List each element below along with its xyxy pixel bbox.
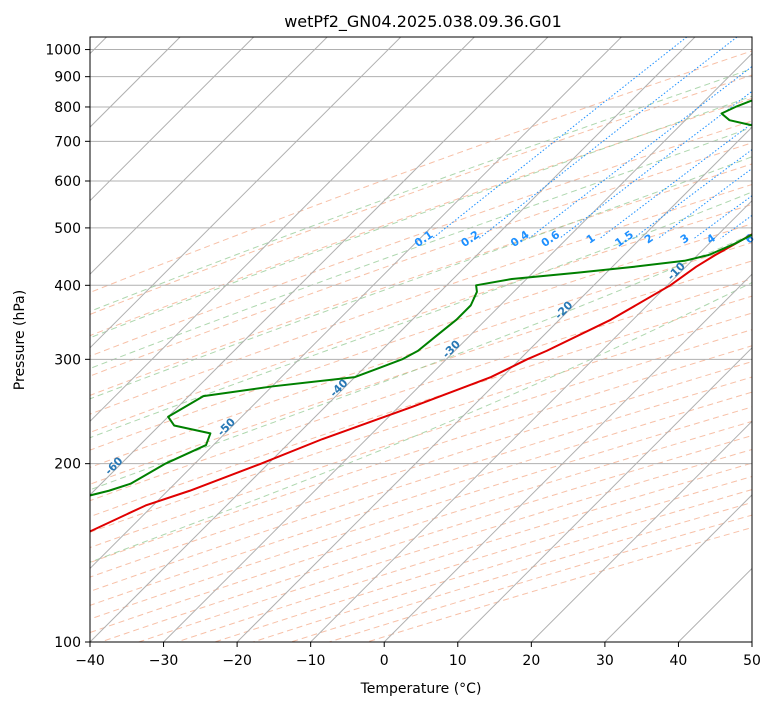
- isotherm: [90, 37, 402, 349]
- y-tick-label: 700: [54, 134, 81, 150]
- mixing-ratio-line: [559, 90, 752, 239]
- y-tick-label: 600: [54, 174, 81, 190]
- temperature-profile: [90, 233, 752, 533]
- y-tick-label: 100: [54, 635, 81, 651]
- x-axis-label: Temperature (°C): [360, 681, 482, 697]
- dry-adiabat: [90, 74, 752, 315]
- moist-adiabat: [90, 282, 752, 563]
- moist-adiabat: [90, 233, 752, 491]
- dry-adiabat: [90, 163, 752, 396]
- y-tick-label: 800: [54, 100, 81, 116]
- y-tick-label: 900: [54, 70, 81, 86]
- dry-adiabat: [90, 50, 752, 294]
- dry-adiabat: [90, 183, 752, 415]
- profile-lines: [90, 99, 752, 533]
- moist-adiabat: [90, 156, 752, 400]
- mixing-ratio-line: [759, 37, 775, 238]
- y-tick-label: 200: [54, 457, 81, 473]
- dry-adiabat: [90, 312, 752, 533]
- plot-frame: [89, 36, 753, 643]
- isotherm: [90, 37, 549, 496]
- dry-adiabat: [90, 278, 752, 502]
- isotherm: [310, 199, 752, 642]
- x-tick-label: −10: [296, 653, 326, 669]
- y-axis-label: Pressure (hPa): [12, 290, 28, 390]
- x-tick-label: 40: [670, 653, 688, 669]
- dewpoint-profile: [90, 99, 752, 497]
- y-tick-label: 400: [54, 278, 81, 294]
- y-tick-label: 1000: [45, 43, 81, 59]
- x-tick-label: 30: [596, 653, 614, 669]
- mixing-ratio-line: [528, 65, 752, 239]
- x-tick-label: 20: [522, 653, 540, 669]
- moist-adiabat: [90, 95, 752, 339]
- dry-adiabat: [90, 361, 752, 578]
- isotherm: [163, 52, 752, 642]
- isotherm: [90, 37, 328, 275]
- isotherm: [90, 37, 255, 202]
- dry-adiabat: [90, 242, 752, 468]
- isotherm: [751, 641, 752, 642]
- dry-adiabat: [90, 329, 752, 549]
- chart-title: wetPf2_GN04.2025.038.09.36.G01: [284, 12, 562, 32]
- x-tick-label: 50: [743, 653, 761, 669]
- dry-adiabat: [90, 142, 752, 377]
- y-tick-label: 500: [54, 221, 81, 237]
- x-tick-label: −40: [75, 653, 105, 669]
- isotherm: [236, 126, 752, 642]
- dry-adiabat: [90, 97, 752, 337]
- mixing-ratio-line: [432, 37, 688, 239]
- dry-adiabat: [90, 223, 752, 451]
- isotherm: [604, 494, 752, 642]
- isotherm: [90, 37, 696, 642]
- plot-area-background: [90, 37, 752, 642]
- mixing-ratio-line: [478, 37, 738, 239]
- isotherm: [530, 420, 752, 642]
- moist-adiabat: [90, 126, 752, 370]
- x-tick-label: −20: [222, 653, 252, 669]
- mixing-ratio-line: [633, 148, 752, 239]
- x-tick-label: 0: [380, 653, 389, 669]
- isotherm: [90, 37, 622, 570]
- moist-adiabat: [90, 68, 752, 312]
- y-tick-label: 300: [54, 352, 81, 368]
- dry-adiabat: [90, 376, 752, 592]
- x-tick-label: 10: [449, 653, 467, 669]
- isotherm: [457, 347, 752, 642]
- x-tick-label: −30: [149, 653, 179, 669]
- background-lines: [90, 37, 775, 642]
- axis-ticks: −40 −30 −20 −10 0 10 20 30 40 50 1000 900 800 700 600 5…: [45, 43, 761, 669]
- isotherm: [383, 273, 752, 642]
- isotherm: [90, 37, 475, 423]
